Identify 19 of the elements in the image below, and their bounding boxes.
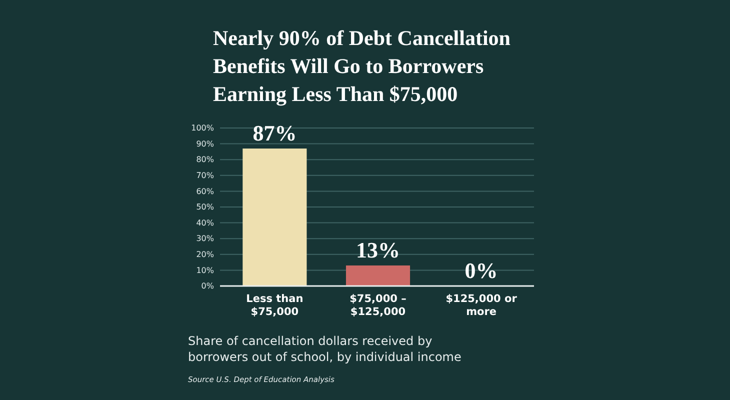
x-tick-label: $125,000 or more xyxy=(446,293,518,318)
y-tick-label: 50% xyxy=(196,202,214,212)
data-label: 87% xyxy=(252,120,297,146)
x-tick-label: $75,000 – $125,000 xyxy=(350,293,406,318)
y-tick-label: 30% xyxy=(196,234,214,244)
y-tick-label: 0% xyxy=(201,282,214,291)
y-tick-label: 40% xyxy=(196,218,214,228)
y-tick-label: 70% xyxy=(196,170,214,180)
y-tick-label: 20% xyxy=(196,250,214,259)
chart-title: Nearly 90% of Debt Cancellation Benefits Will Go to Borrowers Earning Less Than $75,000 xyxy=(213,26,511,106)
y-tick-label: 100% xyxy=(191,124,214,133)
x-tick-label: Less than $75,000 xyxy=(246,293,304,318)
y-tick-label: 80% xyxy=(196,155,214,164)
y-tick-label: 90% xyxy=(196,139,214,148)
data-label: 13% xyxy=(356,237,400,262)
text: Share of cancellation dollars received by borrowers out of school, by individual income xyxy=(188,334,462,364)
data-label: 0% xyxy=(464,258,498,283)
y-tick-label: 60% xyxy=(196,186,214,196)
y-tick-label: 10% xyxy=(196,266,214,275)
